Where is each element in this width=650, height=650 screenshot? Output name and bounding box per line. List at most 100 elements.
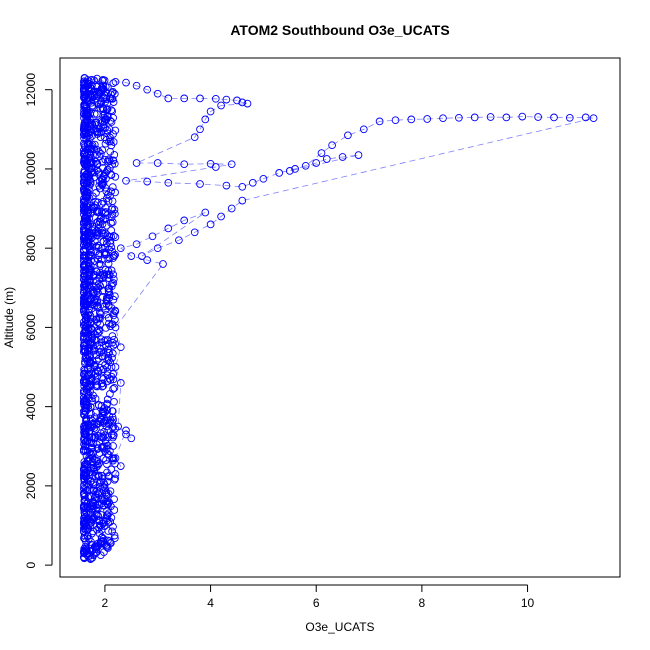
data-point xyxy=(90,145,98,154)
data-point xyxy=(80,77,88,86)
data-point xyxy=(97,180,106,189)
data-point xyxy=(110,384,119,392)
data-point xyxy=(93,98,101,107)
data-point xyxy=(98,373,106,382)
data-point xyxy=(104,433,113,442)
data-point xyxy=(82,159,91,167)
data-point xyxy=(312,159,321,167)
data-point xyxy=(80,74,89,82)
data-point xyxy=(90,173,99,182)
data-point xyxy=(99,365,108,374)
data-point xyxy=(80,179,89,187)
data-point xyxy=(103,497,112,506)
data-point xyxy=(82,104,90,113)
data-point xyxy=(100,483,109,492)
data-point xyxy=(87,501,96,509)
data-point xyxy=(92,456,101,465)
data-point xyxy=(109,431,118,440)
data-point xyxy=(111,323,120,332)
data-point xyxy=(108,279,116,288)
data-point xyxy=(109,341,118,350)
data-point xyxy=(275,169,284,177)
data-point xyxy=(99,348,108,357)
data-point xyxy=(87,538,95,546)
data-point xyxy=(111,474,120,483)
data-point xyxy=(105,537,114,545)
data-point xyxy=(88,443,97,452)
data-point xyxy=(79,247,88,256)
data-point xyxy=(227,204,236,213)
data-point xyxy=(96,133,105,142)
data-point xyxy=(80,328,89,337)
data-point xyxy=(103,167,111,176)
data-point xyxy=(109,79,118,87)
data-point xyxy=(211,94,220,103)
data-point xyxy=(92,207,101,215)
data-point xyxy=(423,115,432,123)
data-point xyxy=(81,426,90,435)
data-point xyxy=(80,446,88,454)
data-point xyxy=(291,165,299,173)
data-point xyxy=(100,250,109,259)
data-point xyxy=(108,218,117,226)
data-point xyxy=(116,462,125,470)
data-point xyxy=(82,420,90,429)
data-point xyxy=(222,95,231,104)
data-point xyxy=(87,164,96,172)
plot-area xyxy=(79,74,598,563)
data-point xyxy=(94,419,102,428)
data-point xyxy=(109,442,117,450)
data-point xyxy=(111,306,120,315)
data-point xyxy=(95,147,103,156)
data-point xyxy=(103,395,112,404)
data-point xyxy=(103,450,112,458)
data-point xyxy=(190,133,199,142)
data-point xyxy=(99,178,108,187)
data-point xyxy=(97,429,105,438)
data-point xyxy=(99,215,108,223)
data-point xyxy=(90,110,99,118)
data-point xyxy=(85,453,93,462)
data-point xyxy=(80,88,89,97)
data-point xyxy=(108,183,117,191)
data-point xyxy=(153,89,162,98)
data-point xyxy=(79,282,88,290)
data-point xyxy=(95,125,104,133)
data-point xyxy=(317,149,326,157)
data-point xyxy=(110,397,118,406)
data-point xyxy=(80,166,89,175)
data-point xyxy=(550,113,558,122)
data-point xyxy=(80,94,88,102)
data-point xyxy=(111,470,120,478)
data-point xyxy=(109,370,118,378)
data-point xyxy=(92,315,100,324)
data-point xyxy=(89,439,98,447)
data-point xyxy=(105,319,113,328)
data-point xyxy=(109,156,117,165)
data-point xyxy=(88,141,97,149)
data-point xyxy=(84,402,92,410)
data-point xyxy=(95,217,104,226)
data-point xyxy=(80,491,88,499)
data-point xyxy=(101,115,109,124)
data-point xyxy=(94,241,102,250)
data-point xyxy=(110,531,119,540)
data-point xyxy=(93,381,102,389)
data-point xyxy=(104,314,113,322)
data-point xyxy=(91,369,100,378)
data-point xyxy=(79,257,88,265)
data-point xyxy=(89,192,97,201)
data-point xyxy=(96,551,105,560)
data-point xyxy=(259,174,268,183)
data-point xyxy=(143,256,152,264)
y-tick-label: 4000 xyxy=(24,393,38,420)
data-point xyxy=(375,117,384,126)
data-point xyxy=(470,113,479,122)
data-point xyxy=(93,525,101,534)
data-point xyxy=(105,125,114,134)
data-point xyxy=(87,337,95,346)
x-tick-label: 6 xyxy=(313,596,320,610)
data-point xyxy=(92,548,101,557)
data-point xyxy=(114,422,122,431)
data-point xyxy=(90,120,99,129)
